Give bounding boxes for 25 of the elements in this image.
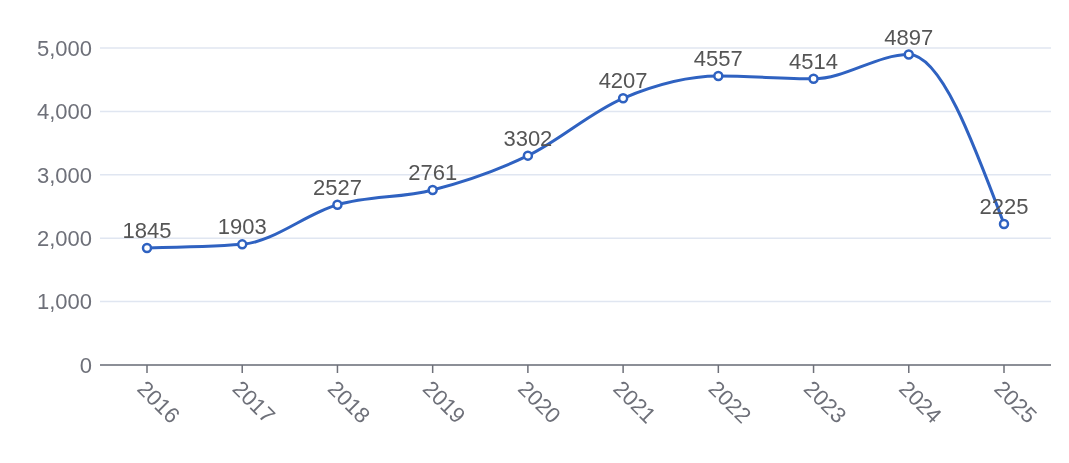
data-label: 4557 [693,46,743,72]
point [617,93,629,104]
data-label: 1903 [217,214,267,240]
point [427,184,438,196]
y-tick-label: 0 [79,352,92,378]
point [332,199,343,211]
data-label: 2527 [312,174,362,200]
point [998,218,1010,230]
y-tick-label: 5,000 [36,35,92,61]
y-tick-label: 3,000 [36,162,92,188]
point [808,73,819,85]
data-label: 4207 [598,68,648,94]
point [522,150,534,161]
y-tick-label: 4,000 [36,99,92,125]
data-label: 1845 [122,218,172,244]
point [713,70,724,82]
y-tick-label: 2,000 [36,226,92,252]
point [903,49,915,60]
data-label: 2761 [408,159,458,185]
point [236,239,248,250]
point [141,242,153,254]
data-label: 4897 [884,24,934,50]
data-label: 3302 [503,125,553,151]
y-tick-label: 1,000 [36,289,92,315]
data-label: 4514 [789,48,839,74]
